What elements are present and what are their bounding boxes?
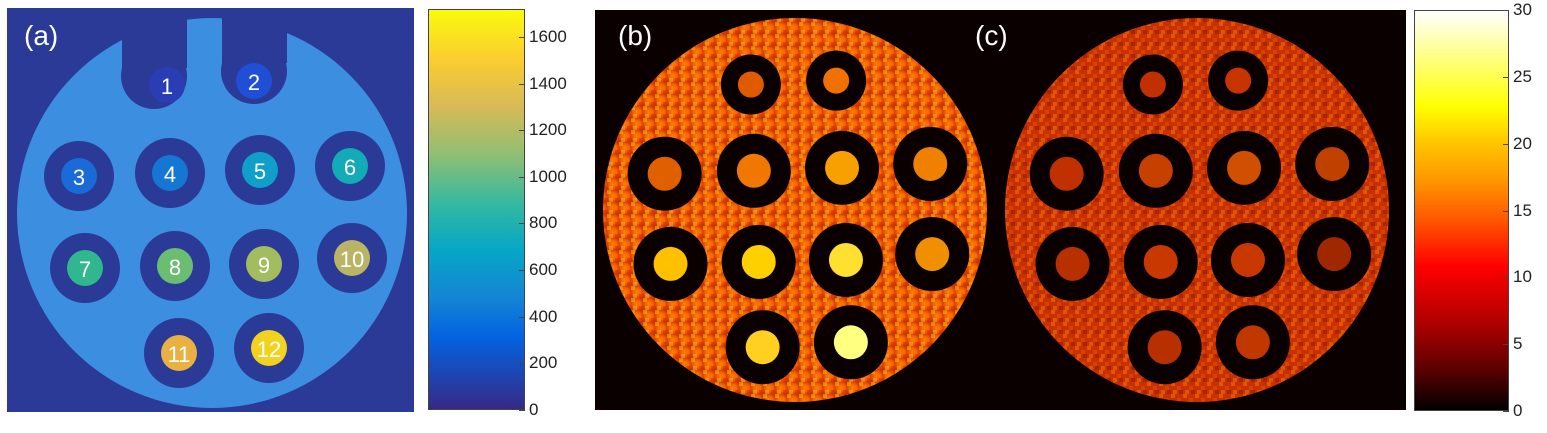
colorbar-tick-label: 25 [1513,66,1532,86]
vial-core-4 [1138,153,1173,188]
vial-label-10: 10 [340,247,364,272]
vial-core-11 [745,330,780,365]
error-maps-bc [603,18,1389,402]
vial-10 [334,240,370,276]
vial-9 [246,246,282,282]
colorbar-tick-label: 1600 [529,26,567,46]
phantom-disc [1005,18,1389,402]
vial-label-1: 1 [161,74,173,99]
colorbar-tick-mark [1503,76,1509,78]
vial-4 [152,155,188,191]
colorbar-tick-mark [1503,10,1509,11]
vial-2 [236,63,272,99]
colorbar-tick-mark [519,316,525,318]
vial-label-12: 12 [257,337,281,362]
colorbar-tick-label: 0 [1513,401,1523,420]
vial-label-6: 6 [344,155,356,180]
map-b [603,18,987,402]
colorbar-tick-label: 30 [1513,0,1532,19]
phantom-body [17,18,407,408]
colorbar-tick-mark [519,223,525,225]
colorbar-tick-mark [519,36,525,38]
vial-core-9 [828,242,863,277]
colorbar-bc [1414,10,1509,411]
vial-core-1 [737,71,764,98]
colorbar-tick-label: 800 [529,213,558,233]
vial-core-11 [1147,330,1182,365]
colorbar-tick-label: 1000 [529,166,567,186]
colorbar-tick-label: 200 [529,353,558,373]
colorbar-tick-label: 20 [1513,133,1532,153]
map-c [1005,18,1389,402]
colorbar-tick-mark [1503,344,1509,346]
vial-6 [332,148,368,184]
vial-1 [149,67,185,103]
colorbar-a [428,9,525,410]
colorbar-tick-label: 1200 [529,120,567,140]
error-maps-panel-bc [595,10,1406,410]
colorbar-tick-mark [519,176,525,178]
vial-label-9: 9 [258,253,270,278]
colorbar-tick-mark [519,83,525,85]
colorbar-tick-label: 600 [529,260,558,280]
vial-8 [157,248,193,284]
vial-core-2 [823,67,850,94]
colorbar-tick-label: 5 [1513,334,1523,354]
vial-core-7 [1055,246,1090,281]
vial-label-2: 2 [248,70,260,95]
colorbar-tick-mark [519,363,525,365]
vial-core-5 [1227,150,1262,185]
colorbar-tick-mark [1503,411,1509,412]
panel-c-label: (c) [975,20,1008,51]
colorbar-tick-label: 15 [1513,200,1532,220]
vial-core-7 [653,246,688,281]
vial-core-3 [1049,156,1084,191]
colorbar-tick-label: 400 [529,306,558,326]
vial-core-5 [825,150,860,185]
vial-core-6 [1315,146,1350,181]
vial-label-5: 5 [254,159,266,184]
colorbar-tick-mark [1503,143,1509,145]
vial-core-3 [647,156,682,191]
colorbar-tick-label: 10 [1513,267,1532,287]
colorbar-tick-mark [519,410,525,411]
vial-core-8 [1143,244,1178,279]
vial-core-6 [913,146,948,181]
vial-3 [61,158,97,194]
vial-core-10 [1317,237,1352,272]
vial-core-9 [1230,242,1265,277]
vial-core-8 [741,244,776,279]
vial-label-8: 8 [169,255,181,280]
vial-core-12 [1235,325,1270,360]
vial-core-10 [915,237,950,272]
vial-core-12 [833,325,868,360]
colorbar-tick-mark [519,130,525,132]
vial-7 [67,250,103,286]
colorbar-tick-label: 1400 [529,73,567,93]
vial-core-2 [1225,67,1252,94]
vial-label-3: 3 [73,165,85,190]
colorbar-tick-mark [1503,277,1509,279]
panel-a-label: (a) [24,20,59,51]
vial-12 [251,330,287,366]
vial-core-4 [736,153,771,188]
vial-5 [242,152,278,188]
panel-b-label: (b) [618,20,653,51]
phantom-map-panel-a: 1 2 3 4 5 6 7 8 9 10 11 12 [7,8,414,412]
vial-label-7: 7 [79,257,91,282]
colorbar-tick-mark [1503,210,1509,212]
colorbar-tick-mark [519,270,525,272]
phantom-disc [603,18,987,402]
vial-label-4: 4 [164,162,176,187]
vial-label-11: 11 [168,342,191,367]
vial-core-1 [1139,71,1166,98]
vial-11 [161,335,197,371]
colorbar-tick-label: 0 [529,400,539,419]
